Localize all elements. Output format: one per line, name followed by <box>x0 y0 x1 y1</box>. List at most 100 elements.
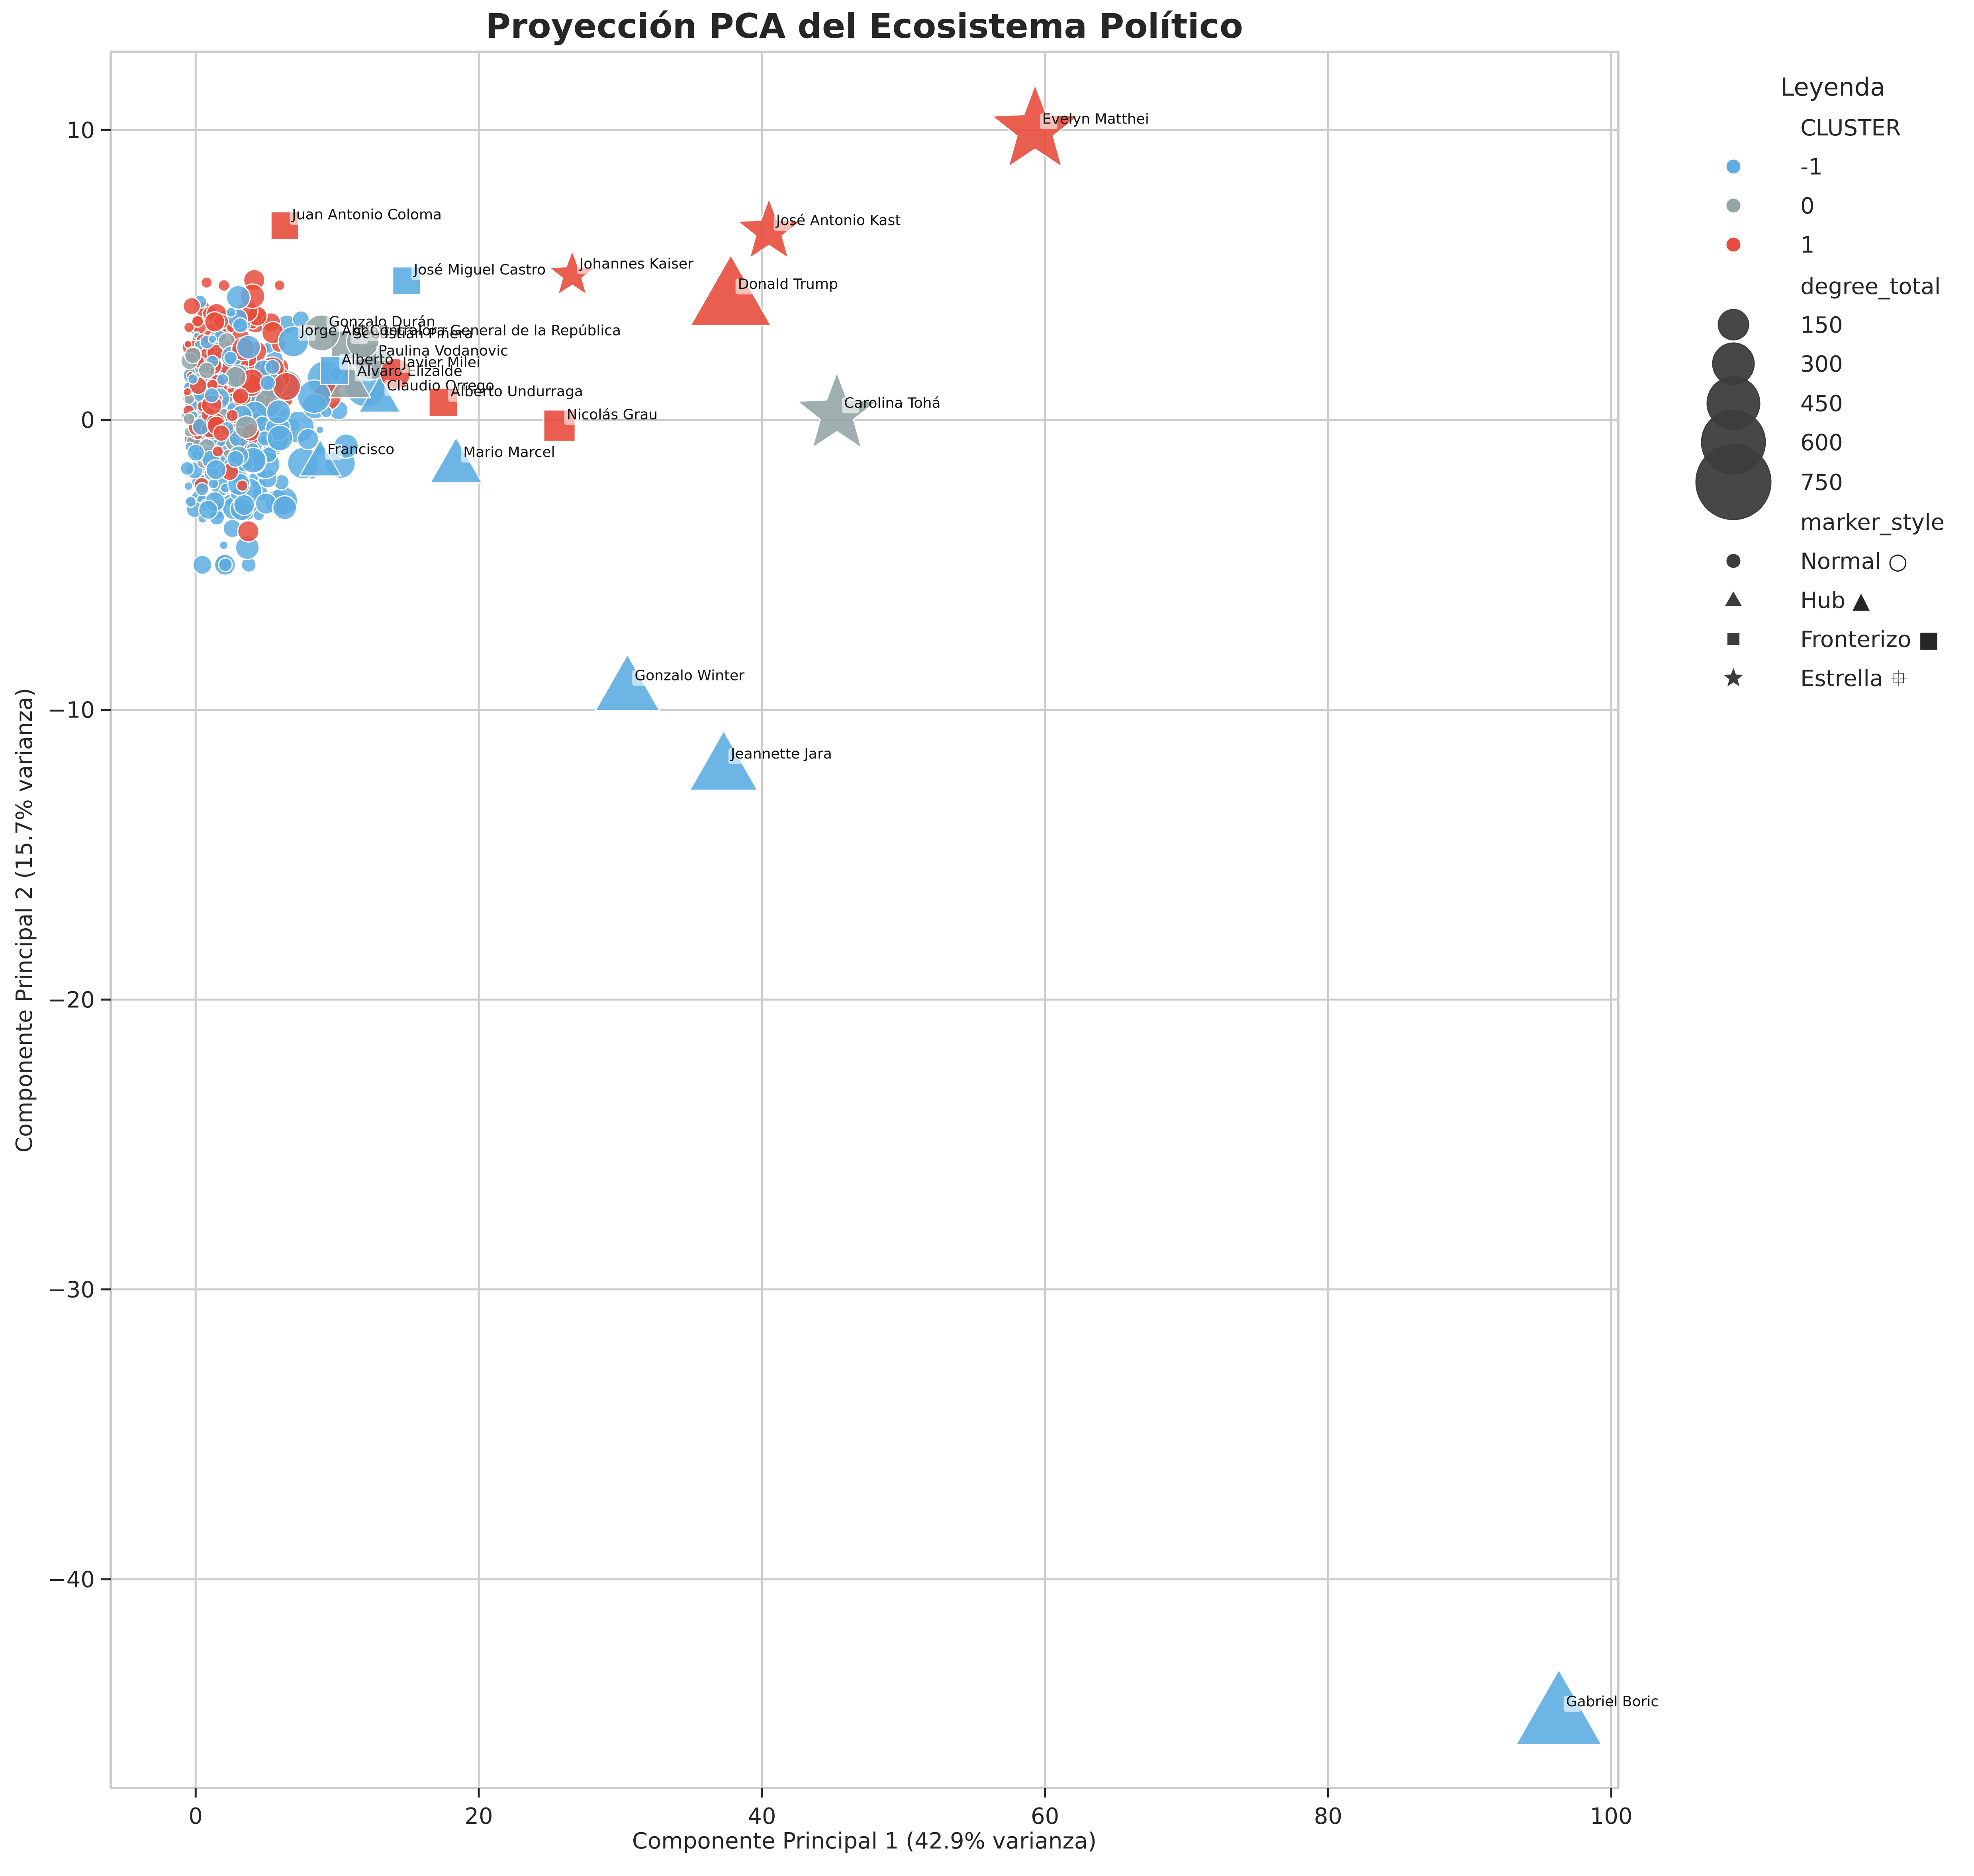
point-label: Johannes Kaiser <box>579 256 693 272</box>
scatter-point <box>236 335 261 360</box>
legend-marker-style <box>1726 554 1741 568</box>
legend-marker-label: Normal ○ <box>1800 549 1907 574</box>
point-label-bg <box>1563 1696 1581 1712</box>
scatter-point <box>200 276 213 289</box>
scatter-point <box>237 520 260 543</box>
scatter-point <box>180 461 195 476</box>
legend: Leyenda CLUSTER -1 0 1 degree_total 150 300 450 6… <box>1695 73 1945 692</box>
scatter-point <box>223 351 238 365</box>
scatter-point <box>272 495 298 520</box>
scatter-point <box>259 374 276 391</box>
point-labels: Gabriel Boric Evelyn Matthei José Antonio … <box>290 111 1659 1712</box>
point-label-bg <box>461 447 479 463</box>
point-label-bg <box>1040 113 1058 129</box>
point-label-bg <box>384 380 402 396</box>
scatter-point <box>218 557 233 572</box>
scatter-point <box>219 540 229 551</box>
x-tick-label: 20 <box>464 1803 493 1829</box>
scatter-point <box>183 321 195 333</box>
point-label-bg <box>774 215 791 231</box>
scatter-point <box>234 415 258 439</box>
point-label-bg <box>735 278 753 295</box>
point-label-bg <box>728 748 746 764</box>
scatter-point <box>232 317 249 334</box>
scatter-point <box>233 494 255 516</box>
point-label-bg <box>326 316 344 332</box>
point-label: Nicolás Grau <box>567 407 658 423</box>
legend-marker-style <box>1723 668 1743 686</box>
point-label-bg <box>632 670 650 686</box>
point-label: Juan Antonio Coloma <box>291 207 442 223</box>
legend-cluster-marker <box>1726 237 1741 252</box>
legend-marker-style <box>1727 633 1740 645</box>
y-tick-label: 0 <box>80 408 95 433</box>
point-label-bg <box>577 258 595 274</box>
point-label: Paulina Vodanovic <box>378 343 508 359</box>
point-label: Alberto <box>342 351 394 368</box>
scatter-point <box>236 479 249 492</box>
legend-title: Leyenda <box>1780 73 1885 102</box>
x-tick-label: 80 <box>1314 1803 1342 1829</box>
point-label: Gonzalo Winter <box>634 667 744 684</box>
scatter-point <box>204 311 225 333</box>
y-tick-label: 10 <box>67 118 95 143</box>
legend-cluster-label: -1 <box>1800 154 1823 180</box>
legend-size-label: 150 <box>1800 312 1843 338</box>
point-label-bg <box>298 325 316 341</box>
point-label: Contralora General de la República <box>370 323 621 339</box>
point-label-bg <box>400 357 418 373</box>
scatter-point <box>225 409 239 422</box>
labeled-point <box>795 370 878 449</box>
legend-size-label: 750 <box>1800 470 1843 496</box>
legend-size-label: 450 <box>1800 391 1843 417</box>
x-tick-label: 60 <box>1031 1803 1059 1829</box>
point-label-bg <box>564 409 582 425</box>
scatter-point <box>184 496 197 508</box>
scatter-point <box>182 297 201 316</box>
legend-marker-label: Hub ▲ <box>1800 588 1870 614</box>
point-label-bg <box>350 327 368 344</box>
scatter-point <box>195 482 210 496</box>
chart-title: Proyección PCA del Ecosistema Político <box>486 6 1243 46</box>
legend-marker-style <box>1725 591 1742 606</box>
legend-size-marker <box>1695 444 1772 520</box>
point-label-bg <box>325 443 343 460</box>
grid <box>111 52 1618 1788</box>
legend-cluster-marker <box>1726 159 1741 174</box>
point-label: Carolina Tohá <box>844 395 940 411</box>
scatter-point <box>182 387 192 397</box>
point-label-bg <box>411 264 429 280</box>
scatter-point <box>212 424 230 442</box>
scatter-point <box>315 425 325 434</box>
point-label: Mario Marcel <box>463 444 555 461</box>
scatter-point <box>208 334 217 344</box>
y-tick-label: −40 <box>48 1567 95 1593</box>
scatter-point <box>205 459 227 480</box>
scatter-point <box>226 285 251 310</box>
legend-cluster-label: 1 <box>1800 232 1815 258</box>
point-label: Claudio Orrego <box>387 378 494 394</box>
point-label: José Antonio Kast <box>776 212 901 229</box>
legend-marker-label: Estrella ⯐ <box>1800 666 1907 692</box>
x-tick-label: 0 <box>188 1803 203 1829</box>
point-label: Evelyn Matthei <box>1042 111 1149 127</box>
point-label-bg <box>290 209 307 225</box>
scatter-point <box>198 361 216 379</box>
y-tick-label: −20 <box>48 987 95 1013</box>
scatter-point <box>184 481 194 491</box>
scatter-point <box>182 412 196 425</box>
point-label-bg <box>367 325 385 341</box>
y-axis-label: Componente Principal 2 (15.7% varianza) <box>12 688 37 1153</box>
scatter-point <box>192 555 213 575</box>
point-label-bg <box>842 397 860 414</box>
labeled-point <box>990 83 1080 169</box>
point-label: Francisco <box>327 441 394 458</box>
point-label: Javier Milei <box>401 355 480 371</box>
x-tick-label: 100 <box>1590 1803 1633 1829</box>
plot-frame <box>110 51 1620 1789</box>
scatter-point <box>212 445 224 458</box>
point-label: Donald Trump <box>738 276 838 292</box>
point-label: Alberto Undurraga <box>450 383 583 400</box>
